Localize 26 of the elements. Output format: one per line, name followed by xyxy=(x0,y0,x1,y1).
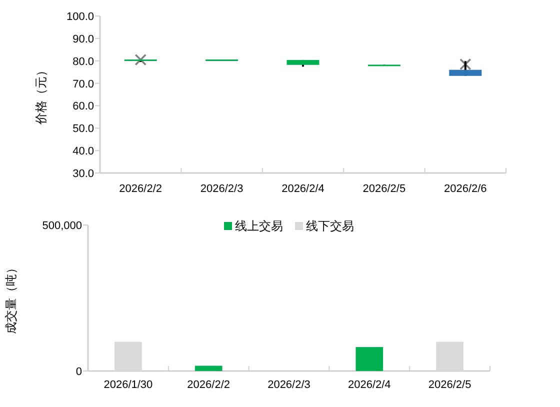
x-tick-label: 2026/1/30 xyxy=(104,379,153,391)
y-tick-label: 500,000 xyxy=(42,220,82,232)
legend-label: 线上交易 xyxy=(235,219,283,233)
x-tick-label: 2026/2/5 xyxy=(362,183,406,195)
y-tick-label: 100.0 xyxy=(66,11,94,23)
y-tick-label: 0 xyxy=(76,366,82,378)
x-tick-label: 2026/2/3 xyxy=(268,379,310,391)
y-tick-label: 70.0 xyxy=(72,78,94,90)
x-tick-label: 2026/2/2 xyxy=(187,379,230,391)
y-tick-label: 80.0 xyxy=(72,56,94,68)
y-tick-label: 40.0 xyxy=(72,146,94,158)
y-axis-title: 成交量（吨） xyxy=(4,262,18,334)
bar xyxy=(356,347,384,371)
x-tick-label: 2026/2/2 xyxy=(119,183,162,195)
y-tick-label: 50.0 xyxy=(72,123,94,136)
y-tick-label: 90.0 xyxy=(72,33,94,46)
x-tick-label: 2026/2/6 xyxy=(444,183,487,195)
x-tick-label: 2026/2/4 xyxy=(348,379,391,391)
x-tick-label: 2026/2/3 xyxy=(200,183,244,195)
bar xyxy=(194,366,222,371)
x-tick-label: 2026/2/5 xyxy=(428,379,472,391)
legend-label: 线下交易 xyxy=(306,219,354,233)
y-tick-label: 60.0 xyxy=(72,100,94,113)
x-tick-label: 2026/2/4 xyxy=(282,183,324,195)
y-tick-label: 30.0 xyxy=(72,168,94,180)
y-axis-title: 价格（元） xyxy=(34,64,48,126)
